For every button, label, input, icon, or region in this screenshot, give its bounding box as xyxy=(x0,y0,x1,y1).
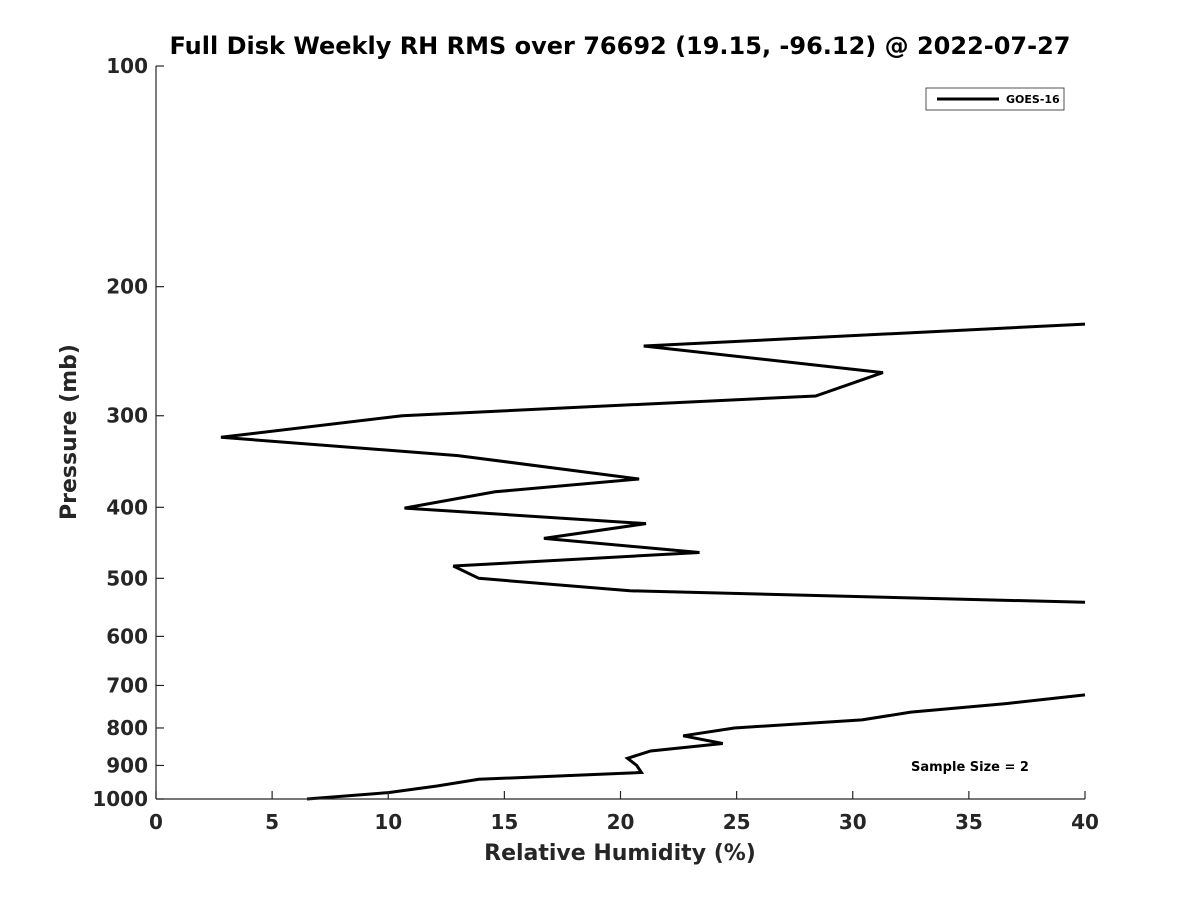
y-tick-label: 800 xyxy=(106,716,148,740)
series-line-goes-16-segment-1 xyxy=(220,322,1086,604)
plot-area xyxy=(156,66,1085,799)
legend: GOES-16 xyxy=(925,87,1065,111)
series-group xyxy=(220,322,1086,801)
y-tick-label: 300 xyxy=(106,404,148,428)
x-tick-label: 15 xyxy=(490,810,518,834)
y-tick-label: 900 xyxy=(106,753,148,777)
legend-label-goes-16: GOES-16 xyxy=(1006,93,1060,106)
y-tick-label: 200 xyxy=(106,275,148,299)
y-tick-label: 500 xyxy=(106,566,148,590)
y-tick-label: 100 xyxy=(106,54,148,78)
y-tick-label: 600 xyxy=(106,624,148,648)
x-tick-label: 20 xyxy=(607,810,635,834)
x-tick-label: 25 xyxy=(723,810,751,834)
x-axis-label: Relative Humidity (%) xyxy=(484,841,756,866)
sample-size-annotation: Sample Size = 2 xyxy=(911,760,1029,775)
chart-title: Full Disk Weekly RH RMS over 76692 (19.1… xyxy=(169,32,1070,60)
x-tick-label: 10 xyxy=(374,810,402,834)
y-tick-label: 1000 xyxy=(92,787,148,811)
y-tick-label: 700 xyxy=(106,673,148,697)
x-tick-label: 5 xyxy=(265,810,279,834)
series-line-goes-16-segment-2 xyxy=(306,693,1086,801)
x-tick-label: 40 xyxy=(1071,810,1099,834)
x-tick-label: 30 xyxy=(839,810,867,834)
x-tick-label: 35 xyxy=(955,810,983,834)
x-tick-label: 0 xyxy=(149,810,163,834)
y-tick-label: 400 xyxy=(106,495,148,519)
x-axis-ticks: 0 5 10 15 20 25 30 35 40 xyxy=(149,791,1099,834)
y-axis-ticks: 100 200 300 400 500 600 700 800 900 1000 xyxy=(92,54,164,811)
y-axis-label: Pressure (mb) xyxy=(57,344,82,520)
